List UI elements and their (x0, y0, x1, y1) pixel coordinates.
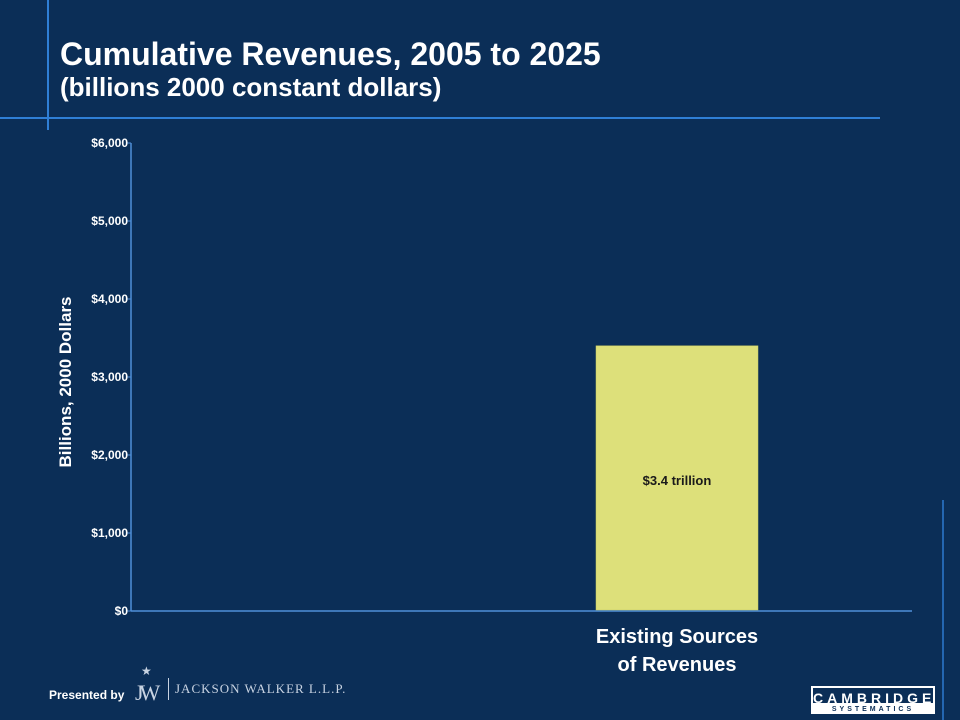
side-rule-vertical (942, 500, 944, 720)
cs-logo-top: CAMBRIDGE (811, 686, 935, 706)
jw-monogram: ★ JW (135, 664, 160, 705)
jw-logo-text: JACKSON WALKER L.L.P. (175, 681, 347, 696)
title-rule-horizontal (0, 117, 880, 119)
y-tick-label: $5,000 (91, 214, 128, 228)
title-line-1: Cumulative Revenues, 2005 to 2025 (60, 36, 601, 72)
title-rule-vertical (47, 0, 49, 130)
y-tick-label: $4,000 (91, 292, 128, 306)
x-category-label: of Revenues (618, 654, 737, 676)
jackson-walker-logo: ★ JW JACKSON WALKER L.L.P. (132, 664, 347, 708)
x-category-label: Existing Sources (596, 626, 758, 648)
y-tick-label: $3,000 (91, 370, 128, 384)
y-tick-label: $2,000 (91, 448, 128, 462)
slide-title: Cumulative Revenues, 2005 to 2025 (billi… (60, 36, 601, 102)
bar-data-label: $3.4 trillion (643, 473, 712, 488)
presented-by-label: Presented by (49, 688, 125, 702)
bar-existing-sources (595, 345, 759, 611)
y-tick-label: $1,000 (91, 526, 128, 540)
y-axis-title: Billions, 2000 Dollars (56, 296, 75, 467)
cambridge-systematics-logo: CAMBRIDGE SYSTEMATICS (811, 686, 935, 714)
y-tick-label: $6,000 (91, 136, 128, 150)
y-tick-label: $0 (115, 604, 129, 618)
cs-logo-bottom: SYSTEMATICS (831, 706, 915, 713)
title-line-2: (billions 2000 constant dollars) (60, 72, 442, 102)
